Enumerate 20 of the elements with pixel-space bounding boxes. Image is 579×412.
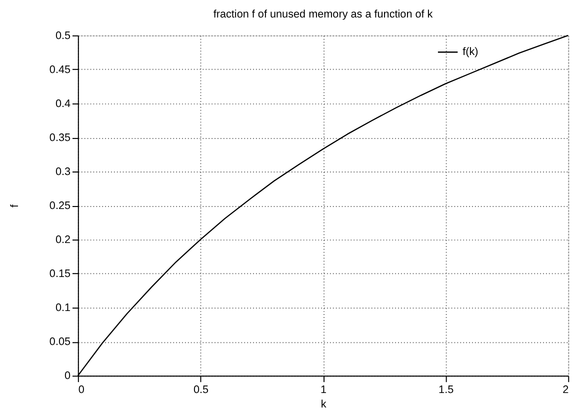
y-tick-label: 0.3: [55, 166, 71, 178]
x-tick-label: 2: [562, 384, 569, 396]
y-tick-label: 0.45: [49, 64, 71, 76]
x-axis-title: k: [320, 398, 327, 411]
x-tick-label: 0.5: [193, 384, 209, 396]
y-tick-label: 0.1: [55, 302, 71, 314]
y-tick-label: 0.35: [49, 132, 71, 144]
x-tick-label: 1: [320, 384, 327, 396]
x-tick-label: 1.5: [438, 384, 454, 396]
legend-label: f(k): [462, 46, 478, 58]
x-tick-label: 0: [78, 384, 84, 396]
y-tick-label: 0.2: [55, 234, 71, 246]
y-tick-label: 0.25: [49, 200, 71, 212]
y-tick-label: 0.4: [55, 98, 71, 110]
y-tick-label: 0.05: [49, 336, 71, 348]
y-tick-label: 0: [64, 370, 71, 382]
chart-title: fraction f of unused memory as a function of k: [213, 8, 434, 21]
y-axis-title: f: [8, 204, 21, 208]
y-tick-label: 0.15: [49, 268, 71, 280]
y-tick-label: 0.5: [55, 30, 71, 42]
